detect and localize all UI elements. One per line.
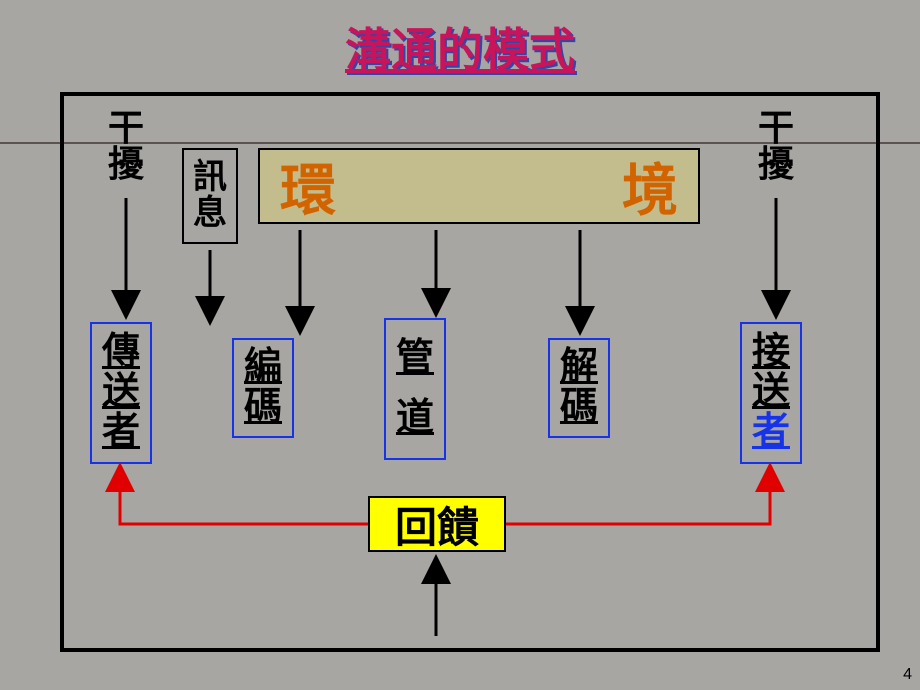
slide: 溝通的模式 干擾 干擾 訊息 環 境 傳送者 編碼 管 道 解碼 接送者 回饋 … <box>0 0 920 690</box>
arrow-layer <box>0 0 920 690</box>
feedback-red-path-left <box>120 468 368 524</box>
page-number: 4 <box>903 666 912 684</box>
feedback-red-path-right <box>506 468 770 524</box>
